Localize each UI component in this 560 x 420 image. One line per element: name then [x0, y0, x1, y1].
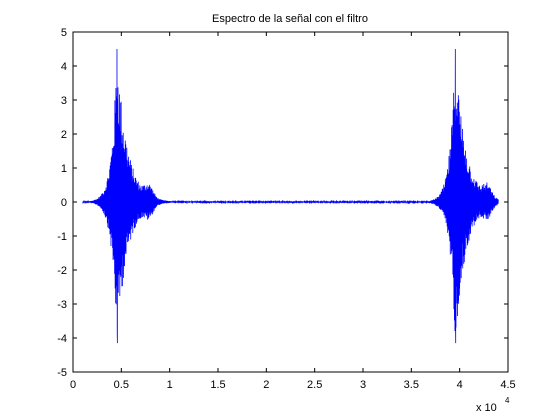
y-tick-label: -3 — [57, 299, 67, 311]
x-tick-label: 0.5 — [114, 379, 129, 391]
x-exponent-power: 4 — [505, 396, 510, 405]
y-tick-label: -1 — [57, 231, 67, 243]
x-tick-label: 2.5 — [307, 379, 322, 391]
y-tick-label: 3 — [61, 95, 67, 107]
x-tick-label: 2 — [263, 379, 269, 391]
x-tick-label: 4 — [457, 379, 463, 391]
y-tick-label: -2 — [57, 265, 67, 277]
x-axis-ticks: 0 0.5 1 1.5 2 2.5 3 3.5 4 4.5 — [70, 32, 516, 391]
y-tick-label: 0 — [61, 197, 67, 209]
y-tick-label: 2 — [61, 129, 67, 141]
chart-title: Espectro de la señal con el filtro — [212, 13, 368, 25]
y-tick-label: 4 — [61, 61, 67, 73]
x-tick-label: 1.5 — [210, 379, 225, 391]
x-tick-label: 3 — [360, 379, 366, 391]
y-tick-label: -5 — [57, 367, 67, 379]
signal-series — [82, 48, 499, 344]
y-tick-label: -4 — [57, 333, 67, 345]
x-exponent-base: x 10 — [476, 402, 497, 414]
y-tick-label: 5 — [61, 27, 67, 39]
x-tick-label: 0 — [70, 379, 76, 391]
y-tick-label: 1 — [61, 163, 67, 175]
y-axis-ticks: 5 4 3 2 1 0 -1 -2 -3 -4 -5 — [57, 27, 508, 379]
x-tick-label: 1 — [167, 379, 173, 391]
x-exponent-label: x 10 4 — [476, 396, 510, 414]
plot-area — [72, 31, 509, 373]
x-tick-label: 4.5 — [500, 379, 515, 391]
x-tick-label: 3.5 — [404, 379, 419, 391]
